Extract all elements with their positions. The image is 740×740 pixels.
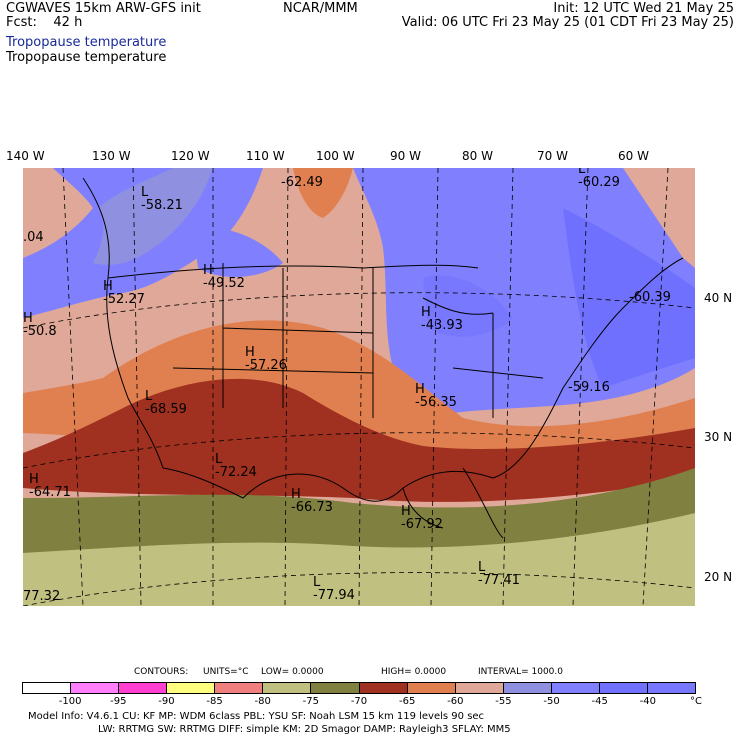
extremum-label: H -66.73: [291, 487, 333, 515]
extremum-label: 77.32: [23, 589, 61, 604]
color-bar-tick: -70: [350, 696, 368, 707]
lon-label: 140 W: [6, 149, 45, 163]
extremum-label: H -50.8: [23, 311, 57, 339]
lat-label: 30 N: [704, 430, 733, 444]
extremum-label: .04: [23, 230, 44, 245]
lat-label: 20 N: [704, 570, 733, 584]
model-info-line2: LW: RRTMG SW: RRTMG DIFF: simple KM: 2D …: [98, 724, 511, 735]
color-bar-tick: -60: [447, 696, 464, 707]
tropopause-temperature-map: L -58.21 -62.49 L -60.29 .04 H -49.52 H -52.…: [23, 168, 695, 606]
color-bar-swatch: [599, 683, 649, 693]
extremum-label: H -64.71: [29, 472, 71, 500]
color-bar-swatch: [215, 683, 264, 693]
init-time: Init: 12 UTC Wed 21 May 25: [553, 1, 734, 16]
extremum-label: H -67.92: [401, 504, 443, 532]
model-name: CGWAVES 15km ARW-GFS init: [6, 1, 201, 16]
color-bar-swatch: [407, 683, 456, 693]
model-title: CGWAVES 15km ARW-GFS init Fcst: 42 h: [6, 2, 201, 30]
color-bar-tick: -85: [206, 696, 223, 707]
color-bar-swatch: [119, 683, 168, 693]
extremum-label: H -52.27: [103, 279, 145, 307]
lon-label: 120 W: [171, 149, 210, 163]
color-bar-swatch: [551, 683, 600, 693]
lon-label: 60 W: [618, 149, 649, 163]
contours-low: LOW= 0.0000: [261, 667, 324, 677]
forecast-hour: Fcst: 42 h: [6, 16, 201, 30]
fcst-label: Fcst:: [6, 15, 37, 30]
color-bar-tick: -90: [158, 696, 175, 707]
color-bar: [22, 682, 696, 694]
color-bar-swatch: [263, 683, 312, 693]
color-bar-tick: -75: [302, 696, 320, 707]
color-bar-swatch: [359, 683, 408, 693]
color-bar-tick: -65: [398, 696, 416, 707]
contours-interval: INTERVAL= 1000.0: [478, 667, 563, 677]
center-name: NCAR/MMM: [283, 1, 358, 16]
color-bar-tick: -45: [591, 696, 608, 707]
extremum-label: -62.49: [281, 175, 323, 190]
valid-time: Valid: 06 UTC Fri 23 May 25 (01 CDT Fri …: [401, 15, 734, 30]
field-title-primary: Tropopause temperature: [6, 35, 167, 50]
color-bar-tick: -100: [58, 696, 82, 707]
lon-label: 100 W: [316, 149, 355, 163]
model-info-line1: Model Info: V4.6.1 CU: KF MP: WDM 6class…: [28, 711, 485, 722]
extremum-label: L -77.94: [313, 575, 355, 603]
map-field-shading: [23, 168, 695, 606]
extremum-label: -59.16: [568, 380, 610, 395]
color-bar-tick: -50: [543, 696, 560, 707]
contours-label: CONTOURS:: [134, 667, 189, 677]
color-bar-tick: -55: [495, 696, 512, 707]
extremum-label: L -68.59: [145, 389, 187, 417]
color-bar-swatch: [71, 683, 120, 693]
color-bar-tick: -95: [110, 696, 127, 707]
color-bar-unit: °C: [690, 696, 702, 707]
extremum-label: H -56.35: [415, 382, 457, 410]
extremum-label: L -60.29: [578, 168, 620, 190]
contours-high: HIGH= 0.0000: [381, 667, 447, 677]
contours-units: UNITS=°C: [203, 667, 249, 677]
lon-label: 90 W: [390, 149, 421, 163]
fcst-value: 42 h: [53, 15, 83, 30]
field-title-secondary: Tropopause temperature: [6, 50, 167, 65]
color-bar-tick: -40: [639, 696, 657, 707]
extremum-label: L -58.21: [141, 185, 183, 213]
extremum-label: H -57.26: [245, 345, 287, 373]
extremum-label: H -43.93: [421, 305, 463, 333]
color-bar-swatch: [503, 683, 552, 693]
color-bar-swatch: [311, 683, 360, 693]
lon-label: 80 W: [462, 149, 493, 163]
extremum-label: L -77.41: [478, 560, 520, 588]
lon-label: 130 W: [92, 149, 131, 163]
lat-label: 40 N: [704, 291, 733, 305]
time-info: Init: 12 UTC Wed 21 May 25 Valid: 06 UTC…: [402, 2, 734, 30]
extremum-label: -60.39: [629, 290, 671, 305]
color-bar-swatch: [455, 683, 504, 693]
extremum-label: L -72.24: [215, 452, 257, 480]
lon-label: 70 W: [537, 149, 568, 163]
color-bar-swatch: [23, 683, 72, 693]
extremum-label: H -49.52: [203, 263, 245, 291]
color-bar-swatch: [167, 683, 216, 693]
color-bar-ticks: -100 -95 -90 -85 -80 -75 -70 -65 -60 -55 -50 -45 -40…: [0, 696, 740, 708]
lon-label: 110 W: [246, 149, 285, 163]
color-bar-swatch: [648, 683, 696, 693]
color-bar-tick: -80: [254, 696, 271, 707]
